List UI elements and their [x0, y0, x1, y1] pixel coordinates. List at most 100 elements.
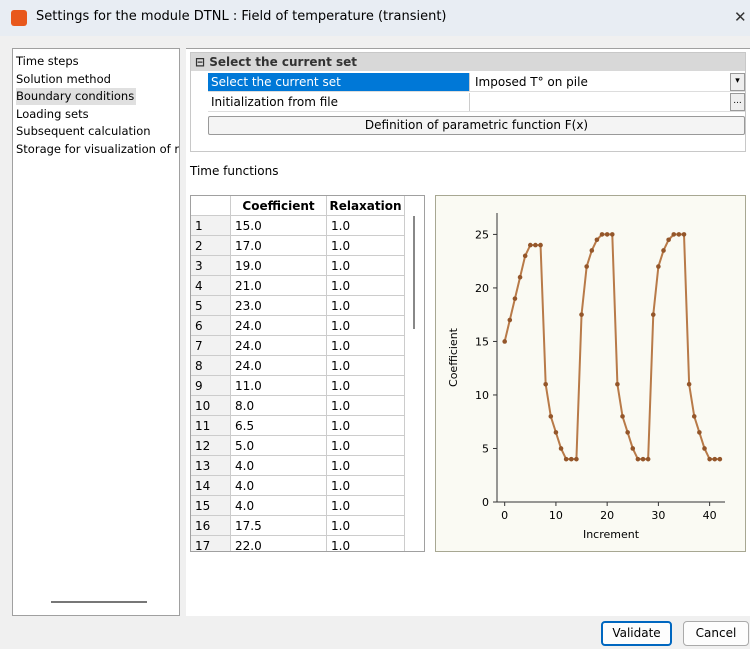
table-cell: 24.0 [231, 336, 327, 356]
scrollbar[interactable] [413, 216, 415, 329]
close-button[interactable]: ✕ [734, 8, 747, 26]
data-point [502, 339, 507, 344]
nav-item[interactable]: Storage for visualization of results [16, 141, 179, 156]
table-cell: 15.0 [231, 216, 327, 236]
nav-item[interactable]: Loading sets [16, 106, 89, 121]
app-icon [11, 10, 27, 26]
table-cell: 4.0 [231, 456, 327, 476]
data-point [666, 237, 671, 243]
data-point [625, 430, 630, 435]
data-point [691, 414, 697, 419]
table-cell: 1.0 [327, 456, 405, 476]
data-point [681, 232, 687, 237]
data-point [584, 264, 589, 269]
browse-button[interactable]: ... [730, 93, 745, 111]
y-tick-label: 0 [482, 496, 489, 509]
y-tick-label: 25 [475, 228, 489, 241]
y-tick-label: 5 [482, 442, 489, 455]
window-title: Settings for the module DTNL : Field of … [36, 9, 447, 24]
section-header[interactable]: ⊟ Select the current set [191, 53, 745, 71]
data-point [645, 456, 651, 462]
data-point [548, 414, 554, 419]
scrollbar [51, 601, 147, 603]
data-point [599, 232, 605, 237]
data-point [697, 430, 702, 435]
data-point [609, 232, 615, 237]
table-cell: 19.0 [231, 256, 327, 276]
row-index: 15 [191, 496, 231, 516]
table-cell: 1.0 [327, 396, 405, 416]
x-tick-label: 20 [600, 509, 614, 522]
table-cell: 1.0 [327, 296, 405, 316]
data-point [615, 381, 620, 387]
table-cell: 24.0 [231, 356, 327, 376]
data-point [717, 456, 723, 462]
table-cell: 1.0 [327, 536, 405, 551]
column-header[interactable]: Relaxation [327, 196, 405, 216]
data-point [558, 446, 564, 451]
data-point [594, 237, 600, 243]
data-point [579, 312, 584, 317]
property-row[interactable]: Initialization from file ... [208, 93, 745, 112]
data-point [661, 248, 666, 253]
property-value [472, 93, 745, 111]
nav-item[interactable]: Boundary conditions [16, 88, 137, 105]
data-point [522, 253, 528, 259]
row-index: 10 [191, 396, 231, 416]
x-tick-label: 0 [501, 509, 508, 522]
data-point [676, 232, 682, 237]
table-cell: 6.5 [231, 416, 327, 436]
title-bar: Settings for the module DTNL : Field of … [0, 0, 750, 36]
data-point [640, 456, 646, 462]
table-cell: 1.0 [327, 476, 405, 496]
row-index: 1 [191, 216, 231, 236]
cancel-button[interactable]: Cancel [683, 621, 749, 646]
table-cell: 1.0 [327, 376, 405, 396]
nav-list: Time steps Solution method Boundary condit… [12, 48, 180, 616]
header-cell [191, 196, 231, 216]
row-index: 7 [191, 336, 231, 356]
chart: 0 5 10 15 20 25 0 10 20 30 40 Increment Coefficient [447, 213, 725, 541]
table-cell: 1.0 [327, 236, 405, 256]
section-title: Select the current set [209, 55, 357, 69]
table-cell: 4.0 [231, 476, 327, 496]
row-index: 11 [191, 416, 231, 436]
nav-item[interactable]: Subsequent calculation [16, 124, 151, 138]
table-cell: 11.0 [231, 376, 327, 396]
table-cell: 1.0 [327, 356, 405, 376]
x-axis-label: Increment [583, 528, 640, 541]
nav-item[interactable]: Time steps [16, 54, 79, 68]
property-label: Select the current set [208, 73, 470, 91]
data-point [574, 456, 579, 462]
data-point [630, 446, 636, 451]
table-cell: 21.0 [231, 276, 327, 296]
table-cell: 8.0 [231, 396, 327, 416]
data-point [568, 456, 574, 462]
table-cell: 1.0 [327, 436, 405, 456]
nav-item[interactable]: Solution method [16, 71, 111, 86]
row-index: 9 [191, 376, 231, 396]
table-cell: 1.0 [327, 276, 405, 296]
data-point [538, 242, 543, 248]
column-header[interactable]: Coefficient [231, 196, 327, 216]
table-cell: 4.0 [231, 496, 327, 516]
table-cell: 1.0 [327, 496, 405, 516]
table-cell: 1.0 [327, 516, 405, 536]
data-point [635, 456, 641, 462]
validate-button[interactable]: Validate [601, 621, 672, 646]
section-label: Time functions [190, 164, 279, 178]
table-cell: 17.0 [231, 236, 327, 256]
row-index: 2 [191, 236, 231, 256]
dropdown-button[interactable]: ▾ [730, 73, 745, 91]
function-button[interactable]: Definition of parametric function F(x) [208, 116, 745, 135]
data-point [686, 381, 692, 387]
chart-panel: 0 5 10 15 20 25 0 10 20 30 40 Increment Coefficient [435, 195, 746, 552]
row-index: 5 [191, 296, 231, 316]
property-row[interactable]: Select the current set Imposed T° on pil… [208, 73, 745, 92]
table-cell: 5.0 [231, 436, 327, 456]
data-point [512, 296, 518, 301]
row-index: 8 [191, 356, 231, 376]
data-table: Coefficient Relaxation 1 15.0 1.0 2 17.0 1.0 3 19… [190, 195, 425, 552]
row-index: 12 [191, 436, 231, 456]
row-index: 13 [191, 456, 231, 476]
